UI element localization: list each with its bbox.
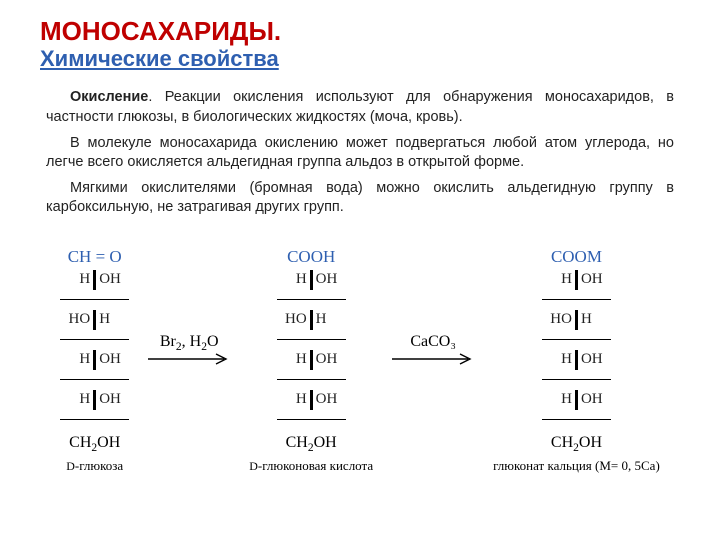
mol2-bottom: CH2OH (286, 434, 337, 452)
molecule-d-gluconic-acid: COOH HOH HOH HOH HOH CH2OH D-глюконовая … (249, 246, 373, 474)
para1-lead: Окисление (70, 89, 148, 105)
mol1-bottom: CH2OH (69, 434, 120, 452)
mol3-bottom: CH2OH (551, 434, 602, 452)
slide: МОНОСАХАРИДЫ. Химические свойства Окисле… (0, 0, 720, 540)
mol1-fischer: HOH HOH HOH HOH (60, 270, 129, 430)
mol3-top: COOM (551, 246, 602, 268)
paragraph-2: В молекуле моносахарида окислению может … (46, 134, 674, 173)
mol2-caption: D-глюконовая кислота (249, 458, 373, 474)
subtitle: Химические свойства (40, 47, 680, 70)
reaction-scheme: CH = O HOH HOH HOH HOH CH2OH D-глюкоза B… (40, 246, 680, 474)
mol3-fischer: HOH HOH HOH HOH (542, 270, 611, 430)
mol2-fischer: HOH HOH HOH HOH (277, 270, 346, 430)
mol1-top: CH = O (68, 246, 122, 268)
arrow-1-label: Br2, H2O (160, 333, 219, 351)
title: МОНОСАХАРИДЫ. (40, 18, 680, 45)
arrow-1: Br2, H2O (139, 333, 239, 365)
arrow-2-label: CaCO₃ (410, 333, 456, 351)
paragraph-1: Окисление. Реакции окисления используют … (46, 88, 674, 127)
mol1-caption: D-глюкоза (66, 458, 123, 474)
body-text: Окисление. Реакции окисления используют … (46, 88, 674, 217)
arrow-icon (390, 353, 476, 365)
mol3-caption: глюконат кальция (M= 0, 5Ca) (493, 458, 660, 474)
arrow-icon (146, 353, 232, 365)
mol2-top: COOH (287, 246, 335, 268)
molecule-calcium-gluconate: COOM HOH HOH HOH HOH CH2OH глюконат каль… (493, 246, 660, 474)
paragraph-3: Мягкими окислителями (бромная вода) можн… (46, 179, 674, 218)
arrow-2: CaCO₃ (383, 333, 483, 365)
molecule-d-glucose: CH = O HOH HOH HOH HOH CH2OH D-глюкоза (60, 246, 129, 474)
